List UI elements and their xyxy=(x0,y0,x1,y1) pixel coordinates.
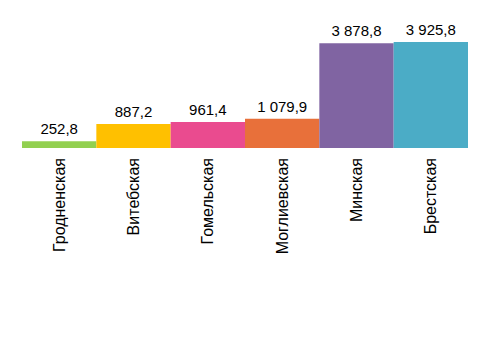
svg-text:Брестская: Брестская xyxy=(422,158,439,234)
svg-text:252,8: 252,8 xyxy=(40,120,78,137)
svg-text:1 079,9: 1 079,9 xyxy=(257,98,307,115)
svg-text:Минская: Минская xyxy=(348,158,365,222)
svg-text:Гомельская: Гомельская xyxy=(199,158,216,244)
svg-text:Гродненская: Гродненская xyxy=(51,158,68,252)
svg-text:887,2: 887,2 xyxy=(115,103,153,120)
svg-text:3 878,8: 3 878,8 xyxy=(331,22,381,39)
svg-text:Витебская: Витебская xyxy=(125,158,142,235)
svg-text:Моглиевская: Моглиевская xyxy=(274,158,291,254)
svg-text:961,4: 961,4 xyxy=(189,101,227,118)
svg-text:3 925,8: 3 925,8 xyxy=(406,21,456,38)
